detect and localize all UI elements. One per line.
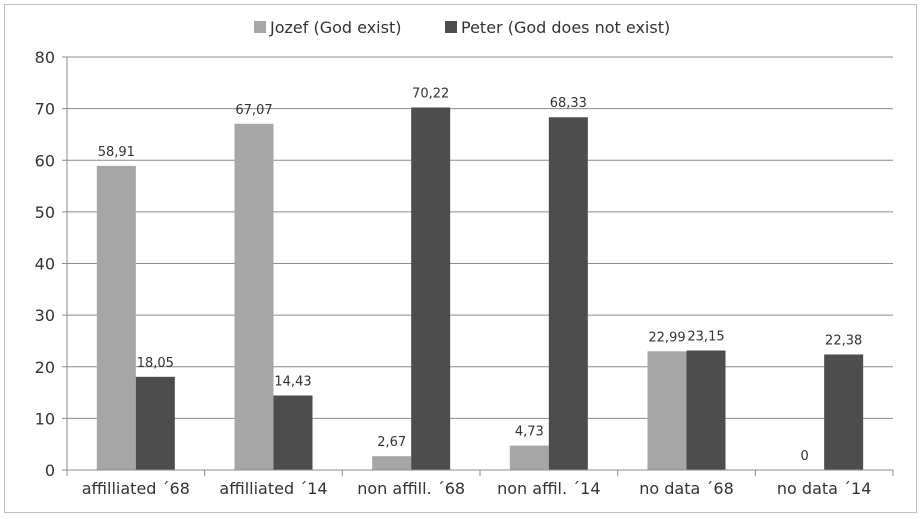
bar-peter [273, 395, 313, 470]
y-axis-ticks: 0 10 20 30 40 50 60 70 80 [35, 48, 55, 480]
bar-jozef [372, 456, 412, 470]
bar-jozef [234, 123, 274, 470]
x-category-label: no data ´68 [639, 479, 734, 498]
y-tick-label: 0 [45, 461, 55, 480]
bar-peter [135, 376, 175, 470]
y-tick-label: 50 [35, 203, 55, 222]
data-label: 68,33 [550, 96, 587, 111]
y-tick-label: 40 [35, 255, 55, 274]
bar-peter [686, 350, 726, 470]
x-category-label: affilliated ´68 [82, 479, 190, 498]
x-category-label: no data ´14 [777, 479, 872, 498]
data-label: 2,67 [377, 435, 406, 450]
data-label: 67,07 [235, 103, 272, 118]
bar-jozef [647, 351, 687, 470]
x-category-label: non affil. ´14 [497, 479, 600, 498]
gridlines [62, 56, 894, 476]
data-label: 18,05 [137, 356, 174, 371]
y-tick-label: 10 [35, 409, 55, 428]
data-label: 0 [801, 449, 809, 464]
data-label: 22,38 [825, 333, 862, 348]
y-tick-label: 20 [35, 358, 55, 377]
legend: Jozef (God exist) Peter (God does not ex… [254, 18, 670, 37]
data-label: 22,99 [648, 330, 685, 345]
x-axis-categories: affilliated ´68 affilliated ´14 non affill… [82, 479, 872, 498]
x-category-label: affilliated ´14 [219, 479, 327, 498]
y-tick-label: 80 [35, 48, 55, 67]
bar-peter [411, 107, 451, 470]
y-tick-label: 60 [35, 151, 55, 170]
data-label: 70,22 [412, 86, 449, 101]
bar-peter [824, 354, 864, 470]
bar-jozef [96, 165, 136, 470]
legend-label-jozef: Jozef (God exist) [269, 18, 401, 37]
bars [96, 107, 864, 471]
bar-jozef [509, 445, 549, 470]
legend-label-peter: Peter (God does not exist) [461, 18, 670, 37]
data-label: 58,91 [98, 145, 135, 160]
legend-swatch-jozef [254, 21, 266, 33]
legend-swatch-peter [445, 21, 457, 33]
y-tick-label: 70 [35, 100, 55, 119]
x-category-label: non affill. ´68 [357, 479, 465, 498]
y-tick-label: 30 [35, 306, 55, 325]
data-label: 4,73 [515, 425, 544, 440]
data-label: 14,43 [274, 375, 311, 390]
data-label: 23,15 [687, 329, 724, 344]
bar-peter [548, 117, 588, 471]
data-labels: 58,91 18,05 67,07 14,43 2,67 70,22 4,73 68,33 22… [98, 86, 863, 464]
